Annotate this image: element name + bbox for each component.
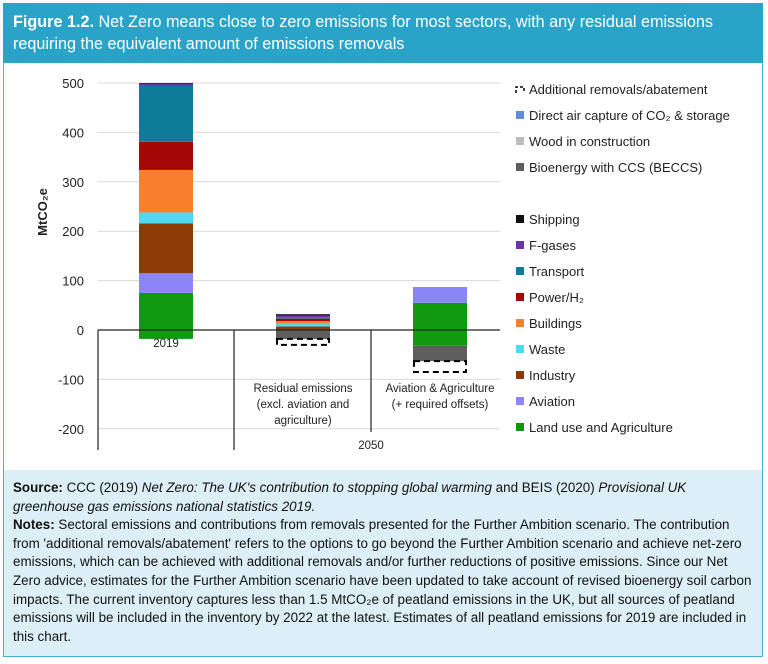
legend-label: Transport [529,264,585,279]
bar-segment [413,287,467,303]
bar-segment [276,315,330,318]
legend-swatch [516,267,524,275]
figure-header: Figure 1.2. Net Zero means close to zero… [3,3,763,63]
legend-label: Buildings [529,316,582,331]
source-title-1: Net Zero: The UK's contribution to stopp… [141,480,492,495]
legend-swatch [516,215,524,223]
bar-segment-additional-removals [276,337,330,346]
source-label: Source: [13,480,63,495]
legend-label: Additional removals/abatement [529,82,708,97]
bar-segment [276,317,330,319]
bar-segment [139,223,193,274]
category-label: Aviation & Agriculture [385,383,494,395]
legend-label: F-gases [529,238,576,253]
category-label: (excl. aviation and [257,399,350,411]
figure-label: Figure 1.2. [13,13,94,31]
y-tick-label: 100 [62,274,84,289]
category-label: Residual emissions [253,383,352,395]
bar-segment [276,326,330,330]
legend-swatch [516,319,524,327]
bar-segment [139,273,193,293]
bar-segment [139,85,193,142]
group-label: 2050 [358,440,384,452]
y-tick-label: 300 [62,175,84,190]
legend-label: Shipping [529,212,580,227]
legend-label: Aviation [529,394,575,409]
figure-title: Net Zero means close to zero emissions f… [13,13,713,53]
category-label: (+ required offsets) [392,399,489,411]
bar-segment [276,318,330,322]
bar-segment [276,323,330,327]
legend-label: Direct air capture of CO₂ & storage [529,108,730,123]
stacked-bar-chart: -200 -100 0 100 200 300 400 500 MtCO₂e 2019 Residu… [35,76,730,452]
legend-swatch [516,345,524,353]
y-tick-label: 0 [77,323,84,338]
source-title-2: Provisional UK greenhouse gas emissions … [13,480,687,514]
legend-swatch-dashed [515,86,525,93]
bar-segment [413,345,467,362]
legend-label: Bioenergy with CCS (BECCS) [529,160,702,175]
y-axis-title: MtCO₂e [35,188,50,236]
legend-swatch [516,241,524,249]
bar-segment [413,330,467,346]
bar-segment [276,314,330,316]
category-label: 2019 [153,338,179,350]
legend-label: Power/H₂ [529,290,584,305]
legend-swatch [516,163,524,171]
bar-segment [139,83,193,86]
y-tick-label: -200 [58,422,84,437]
source-mid: and BEIS (2020) [495,480,595,495]
y-tick-label: 400 [62,125,84,140]
bar-segment [139,330,193,339]
legend-swatch [516,137,524,145]
legend-swatch [516,293,524,301]
legend-label: Land use and Agriculture [529,420,673,435]
bar-segment-additional-removals [413,360,467,373]
y-tick-label: -100 [58,372,84,387]
notes-body: Sectoral emissions and contributions fro… [13,517,752,644]
legend-label: Wood in construction [529,134,650,149]
y-tick-label: 500 [62,76,84,91]
legend-swatch [516,371,524,379]
notes-label: Notes: [13,517,55,533]
source-text: Source: CCC (2019) Net Zero: The UK's co… [13,479,753,516]
category-label: agriculture) [274,415,332,427]
bar-segment [139,292,193,330]
bar-segment [413,302,467,330]
notes-text: Notes: Sectoral emissions and contributi… [13,516,753,646]
bar-segment [139,169,193,213]
source-pre: CCC (2019) [66,480,139,495]
legend-swatch [516,423,524,431]
notes-panel: Source: CCC (2019) Net Zero: The UK's co… [4,470,762,656]
y-tick-label: 200 [62,224,84,239]
legend-swatch [516,397,524,405]
legend-swatch [516,111,524,119]
bar-segment [139,141,193,170]
legend-label: Industry [529,368,576,383]
bar-segment [276,330,330,339]
bar-segment [139,212,193,224]
legend-label: Waste [529,342,565,357]
bar-segment [276,321,330,324]
